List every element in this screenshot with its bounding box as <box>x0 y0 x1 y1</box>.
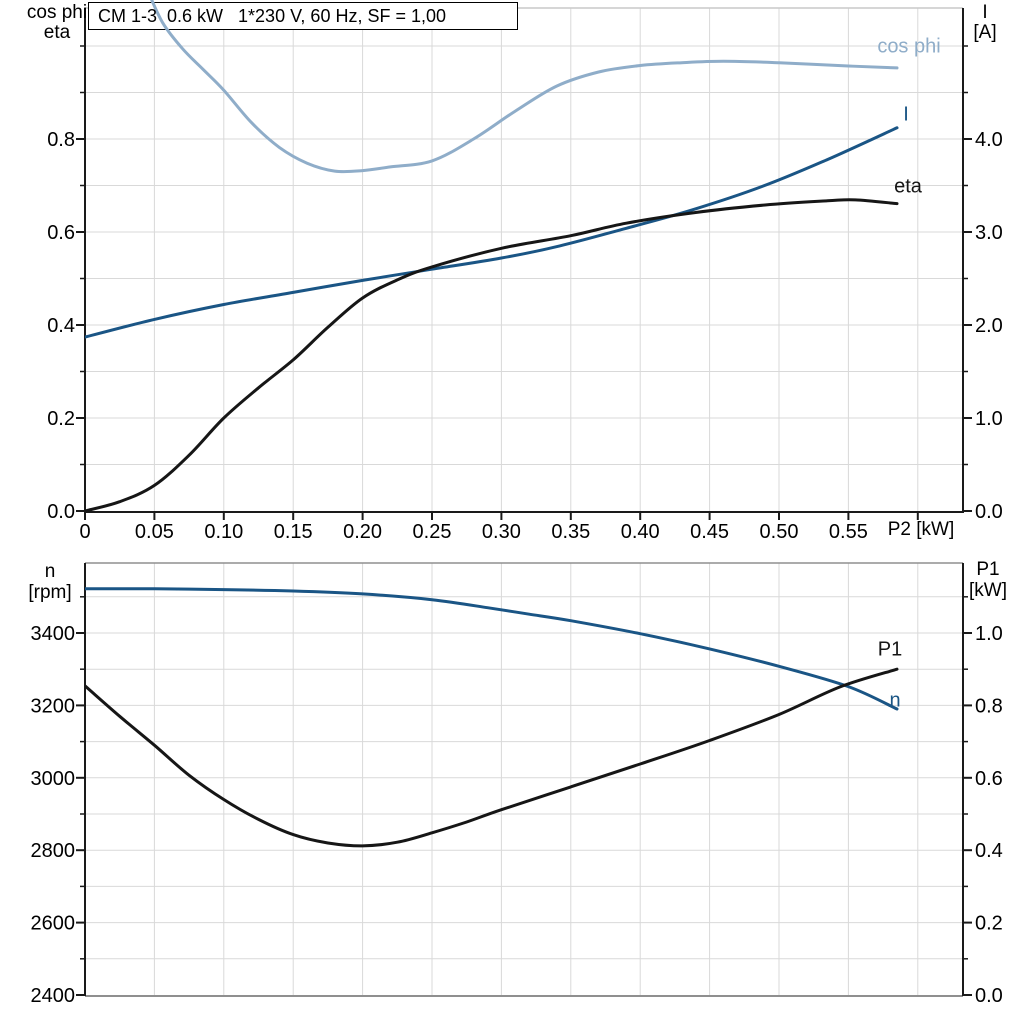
left-axis-title-speed: n <box>44 561 56 583</box>
axes: 0.0 0.2 0.4 0.6 0.8 0.0 1.0 2.0 3.0 4.0 0 0.05 0.10 0… <box>47 8 1003 543</box>
right-axis-title-current: I <box>982 2 988 24</box>
right-tick-label: 0.2 <box>975 913 1003 935</box>
x-tick-label: 0.45 <box>690 521 729 543</box>
left-tick-label: 3400 <box>31 623 76 645</box>
right-tick-label: 0.0 <box>975 985 1003 1007</box>
right-axis-title-p1: P1 <box>976 559 1000 581</box>
left-tick-label: 0.0 <box>47 501 75 523</box>
left-tick-label: 3200 <box>31 695 76 717</box>
left-tick-label: 2400 <box>31 985 76 1007</box>
x-tick-label: 0.35 <box>551 521 590 543</box>
right-tick-label: 3.0 <box>975 222 1003 244</box>
x-tick-label: 0.25 <box>413 521 452 543</box>
left-tick-label: 0.6 <box>47 222 75 244</box>
right-axis-unit-amps: [A] <box>973 22 997 44</box>
right-tick-label: 2.0 <box>975 315 1003 337</box>
x-tick-label: 0.40 <box>621 521 660 543</box>
chart-title: CM 1-3 0.6 kW 1*230 V, 60 Hz, SF = 1,00 <box>98 6 447 26</box>
curve-label-current: I <box>903 103 909 126</box>
top-chart: 0.0 0.2 0.4 0.6 0.8 0.0 1.0 2.0 3.0 4.0 0 0.05 0.10 0… <box>47 0 1003 543</box>
right-tick-label: 0.8 <box>975 695 1003 717</box>
right-tick-label: 0.0 <box>975 501 1003 523</box>
curve-label-n: n <box>889 689 901 712</box>
curve-p1 <box>85 667 899 848</box>
curve-label-cos-phi: cos phi <box>877 35 941 58</box>
curve-i <box>85 126 899 339</box>
left-tick-label: 0.4 <box>47 315 75 337</box>
curve-eta <box>85 198 899 513</box>
right-tick-label: 0.4 <box>975 840 1003 862</box>
right-tick-label: 1.0 <box>975 408 1003 430</box>
x-tick-label: 0.30 <box>482 521 521 543</box>
left-axis-unit-rpm: [rpm] <box>28 582 72 604</box>
left-axis-title-cos-phi: cos phi <box>26 2 88 24</box>
x-tick-label: 0.20 <box>343 521 382 543</box>
left-tick-label: 0.8 <box>47 129 75 151</box>
left-axis-title-eta: eta <box>43 22 71 44</box>
left-tick-label: 0.2 <box>47 408 75 430</box>
left-tick-label: 3000 <box>31 768 76 790</box>
x-tick-label: 0.15 <box>274 521 313 543</box>
left-tick-label: 2800 <box>31 840 76 862</box>
gridlines <box>85 563 963 996</box>
x-tick-label: 0.55 <box>829 521 868 543</box>
gridlines <box>85 8 963 512</box>
right-axis-unit-kw: [kW] <box>969 580 1007 602</box>
x-tick-label: 0.10 <box>204 521 243 543</box>
right-tick-label: 0.6 <box>975 768 1003 790</box>
axes: 2400 2600 2800 3000 3200 3400 0.0 0.2 0.4 0.6 0.8 1… <box>31 563 1003 1007</box>
x-tick-label: 0.50 <box>760 521 799 543</box>
right-tick-label: 4.0 <box>975 129 1003 151</box>
curve-label-eta: eta <box>894 175 922 198</box>
curves <box>85 0 899 513</box>
x-tick-label: 0.05 <box>135 521 174 543</box>
x-axis-title-p2: P2 [kW] <box>887 519 955 541</box>
left-tick-label: 2600 <box>31 913 76 935</box>
bottom-chart: 2400 2600 2800 3000 3200 3400 0.0 0.2 0.4 0.6 0.8 1… <box>31 562 1003 1007</box>
x-tick-label: 0 <box>79 521 90 543</box>
curves <box>85 587 899 848</box>
curve-label-p1: P1 <box>877 638 903 661</box>
curve-cos-phi <box>150 0 899 174</box>
curve-n <box>85 587 899 711</box>
right-tick-label: 1.0 <box>975 623 1003 645</box>
